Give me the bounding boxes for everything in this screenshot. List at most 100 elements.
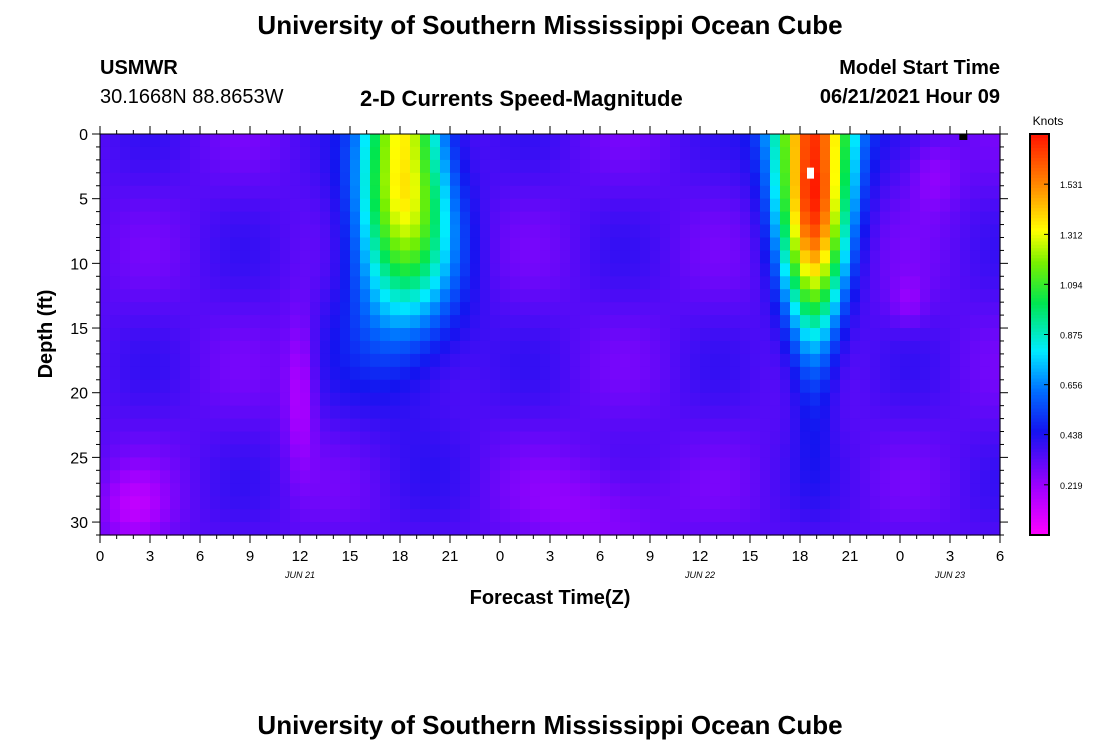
heatmap-cell [480, 302, 491, 316]
heatmap-cell [270, 172, 281, 187]
heatmap-cell [200, 444, 211, 458]
colorbar-segment [1030, 381, 1049, 386]
heatmap-cell [650, 198, 661, 213]
heatmap-cell [640, 405, 651, 420]
heatmap-cell [520, 211, 531, 226]
heatmap-cell [670, 340, 681, 355]
heatmap-cell [130, 159, 141, 174]
heatmap-cell [400, 276, 411, 290]
heatmap-cell [120, 146, 131, 161]
x-tick-label: 12 [692, 548, 709, 565]
heatmap-cell [410, 379, 421, 394]
heatmap-cell [930, 470, 941, 484]
heatmap-cell [910, 392, 921, 407]
heatmap-cell [280, 392, 291, 407]
heatmap-cell [840, 159, 851, 174]
heatmap-cell [600, 315, 611, 329]
x-tick-label: 0 [496, 548, 504, 565]
heatmap-cell [820, 276, 831, 290]
heatmap-cell [190, 418, 201, 433]
heatmap-cell [350, 315, 361, 329]
heatmap-cell [640, 250, 651, 264]
heatmap-cell [740, 263, 751, 277]
heatmap-cell [220, 444, 231, 458]
heatmap-cell [820, 328, 831, 342]
heatmap-cell [430, 431, 441, 446]
heatmap-cell [540, 509, 551, 523]
heatmap-cell [600, 172, 611, 187]
heatmap-cell [930, 237, 941, 252]
heatmap-cell [630, 483, 641, 497]
heatmap-cell [460, 134, 471, 148]
heatmap-cell [790, 159, 801, 174]
heatmap-cell [680, 392, 691, 407]
heatmap-cell [410, 483, 421, 497]
heatmap-cell [360, 198, 371, 213]
heatmap-cell [230, 224, 241, 239]
heatmap-cell [120, 405, 131, 420]
heatmap-cell [470, 328, 481, 342]
heatmap-cell [630, 198, 641, 213]
heatmap-cell [580, 250, 591, 264]
heatmap-cell [920, 431, 931, 446]
heatmap-cell [400, 418, 411, 433]
heatmap-cell [570, 470, 581, 484]
heatmap-cell [460, 250, 471, 264]
heatmap-cell [300, 340, 311, 355]
heatmap-cell [420, 211, 431, 226]
y-tick-label: 15 [70, 321, 88, 338]
heatmap-cell [240, 340, 251, 355]
heatmap-cell [860, 315, 871, 329]
heatmap-cell [500, 146, 511, 161]
heatmap-cell [920, 457, 931, 471]
heatmap-cell [640, 379, 651, 394]
heatmap-cell [420, 522, 431, 536]
heatmap-cell [670, 185, 681, 200]
heatmap-cell [430, 457, 441, 471]
heatmap-cell [400, 211, 411, 226]
heatmap-cell [880, 431, 891, 446]
x-tick-label: 21 [442, 548, 459, 565]
heatmap-cell [320, 418, 331, 433]
colorbar-segment [1030, 200, 1049, 205]
heatmap-cell [240, 211, 251, 226]
heatmap-cell [280, 457, 291, 471]
heatmap-cell [530, 340, 541, 355]
heatmap-cell [900, 211, 911, 226]
heatmap-cell [290, 431, 301, 446]
heatmap-cell [580, 418, 591, 433]
heatmap-cell [390, 470, 401, 484]
heatmap-cell [620, 328, 631, 342]
heatmap-cell [180, 418, 191, 433]
heatmap-cell [860, 289, 871, 303]
heatmap-cell [370, 211, 381, 226]
heatmap-cell [230, 483, 241, 497]
heatmap-cell [350, 405, 361, 420]
heatmap-cell [290, 289, 301, 303]
heatmap-cell [260, 198, 271, 213]
heatmap-cell [600, 328, 611, 342]
heatmap-cell [890, 198, 901, 213]
colorbar-segment [1030, 377, 1049, 382]
heatmap-cell [910, 444, 921, 458]
heatmap-cell [420, 353, 431, 368]
heatmap-cell [300, 483, 311, 497]
heatmap-cell [430, 302, 441, 316]
heatmap-cell [390, 496, 401, 510]
heatmap-cell [270, 263, 281, 277]
heatmap-cell [570, 328, 581, 342]
heatmap-cell [600, 250, 611, 264]
heatmap-cell [140, 431, 151, 446]
heatmap-cell [410, 289, 421, 303]
heatmap-cell [190, 185, 201, 200]
heatmap-cell [290, 185, 301, 200]
heatmap-cell [330, 172, 341, 187]
heatmap-cell [790, 263, 801, 277]
heatmap-cell [980, 379, 991, 394]
heatmap-cell [250, 159, 261, 174]
heatmap-cell [810, 185, 821, 200]
heatmap-cell [170, 522, 181, 536]
heatmap-cell [130, 237, 141, 252]
heatmap-cell [540, 483, 551, 497]
heatmap-cell [780, 340, 791, 355]
